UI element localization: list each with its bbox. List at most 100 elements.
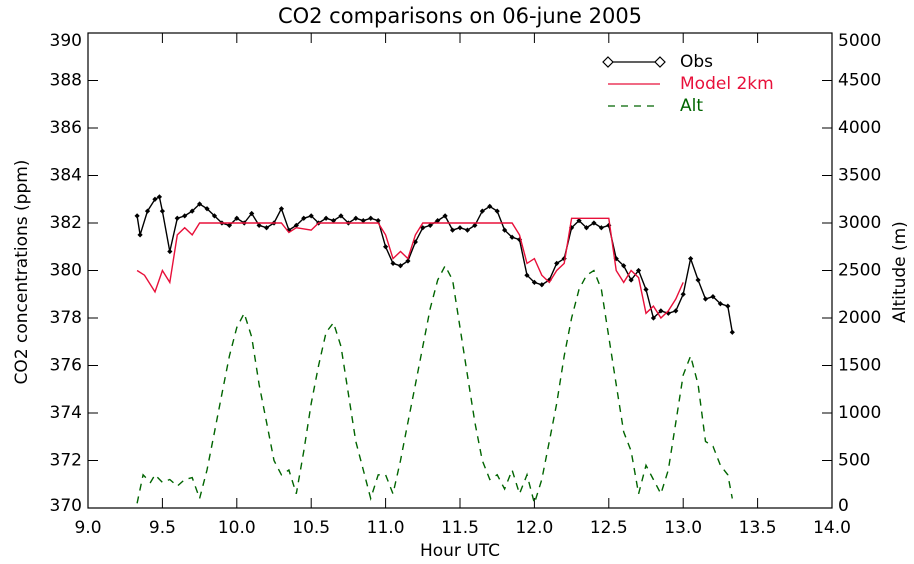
y-tick-label: 376 bbox=[50, 356, 82, 376]
data-point bbox=[226, 222, 232, 228]
x-tick-label: 13.0 bbox=[664, 518, 702, 538]
data-point bbox=[494, 208, 500, 214]
data-point bbox=[353, 215, 359, 221]
data-point bbox=[144, 208, 151, 214]
y2-tick-label: 4000 bbox=[838, 118, 881, 138]
data-point bbox=[383, 244, 389, 250]
data-point bbox=[330, 218, 337, 224]
y2-tick-label: 1500 bbox=[838, 356, 881, 376]
y2-tick-label: 500 bbox=[838, 451, 870, 471]
data-point bbox=[449, 227, 456, 233]
data-point bbox=[606, 222, 612, 228]
data-point bbox=[189, 208, 195, 214]
data-point bbox=[729, 329, 735, 335]
series-line bbox=[136, 217, 684, 320]
data-point bbox=[375, 218, 381, 224]
data-point bbox=[621, 263, 627, 269]
data-point bbox=[420, 225, 426, 231]
data-point bbox=[464, 227, 471, 233]
data-point bbox=[717, 301, 723, 307]
x-tick-label: 9.5 bbox=[149, 518, 176, 538]
data-point bbox=[234, 215, 240, 221]
data-point bbox=[643, 286, 649, 293]
data-point bbox=[680, 291, 686, 297]
y-tick-label: 374 bbox=[50, 403, 82, 423]
data-point bbox=[502, 227, 508, 233]
x-tick-label: 12.5 bbox=[590, 518, 628, 538]
y2-tick-label: 0 bbox=[838, 496, 849, 516]
data-point bbox=[256, 222, 262, 228]
data-point bbox=[576, 218, 582, 224]
plot-frame bbox=[87, 32, 833, 509]
data-point bbox=[509, 234, 515, 240]
data-point bbox=[249, 210, 255, 217]
x-axis-label: Hour UTC bbox=[420, 541, 500, 561]
data-point bbox=[531, 279, 537, 285]
data-point bbox=[323, 215, 329, 221]
data-point bbox=[390, 260, 396, 266]
data-point bbox=[368, 215, 374, 221]
y-axis-label: CO2 concentrations (ppm) bbox=[12, 160, 32, 385]
y-tick-label: 382 bbox=[50, 213, 82, 233]
y2-tick-label: 3500 bbox=[838, 166, 881, 186]
series-line bbox=[136, 195, 733, 333]
data-point bbox=[695, 277, 701, 283]
data-point bbox=[293, 222, 299, 228]
x-tick-label: 10.5 bbox=[292, 518, 330, 538]
data-point bbox=[156, 194, 163, 200]
data-point bbox=[174, 215, 180, 221]
y2-axis-label: Altitude (m) bbox=[890, 221, 910, 323]
y-tick-label: 388 bbox=[50, 71, 82, 91]
x-tick-label: 10.0 bbox=[218, 518, 256, 538]
data-point bbox=[591, 220, 597, 226]
data-point bbox=[554, 260, 560, 266]
legend-label: Model 2km bbox=[680, 74, 774, 94]
data-point bbox=[278, 206, 285, 212]
data-point bbox=[211, 213, 218, 219]
data-point bbox=[710, 294, 716, 300]
y2-tick-label: 5000 bbox=[838, 31, 881, 51]
data-point bbox=[442, 213, 448, 219]
chart-title: CO2 comparisons on 06-june 2005 bbox=[278, 4, 642, 28]
x-tick-label: 13.5 bbox=[739, 518, 777, 538]
data-point bbox=[204, 206, 210, 212]
data-point bbox=[405, 258, 411, 264]
data-point bbox=[197, 201, 203, 207]
data-point bbox=[725, 303, 731, 309]
data-point bbox=[301, 215, 307, 221]
data-point bbox=[561, 256, 567, 262]
data-point bbox=[665, 310, 671, 316]
data-point bbox=[598, 225, 604, 231]
y-tick-label: 370 bbox=[50, 496, 82, 516]
data-point bbox=[487, 203, 493, 209]
data-point bbox=[457, 225, 463, 231]
data-point bbox=[137, 232, 143, 238]
data-point bbox=[628, 277, 634, 283]
y-tick-label: 386 bbox=[50, 118, 82, 138]
data-point bbox=[134, 213, 140, 219]
data-point bbox=[397, 263, 404, 269]
data-point bbox=[308, 213, 314, 219]
data-point bbox=[583, 225, 590, 231]
y-tick-label: 380 bbox=[50, 261, 82, 281]
data-point bbox=[539, 282, 545, 288]
x-tick-label: 11.5 bbox=[441, 518, 479, 538]
y2-tick-label: 2500 bbox=[838, 261, 881, 281]
x-tick-label: 11.0 bbox=[367, 518, 405, 538]
y-tick-label: 390 bbox=[50, 31, 82, 51]
data-point bbox=[479, 208, 485, 214]
data-point bbox=[524, 272, 530, 278]
y-tick-label: 372 bbox=[50, 451, 82, 471]
legend-label: Alt bbox=[680, 96, 703, 116]
data-point bbox=[702, 296, 709, 302]
x-tick-label: 14.0 bbox=[813, 518, 851, 538]
y-tick-label: 384 bbox=[50, 166, 82, 186]
data-point bbox=[159, 208, 165, 214]
y2-tick-label: 3000 bbox=[838, 213, 881, 233]
data-point bbox=[338, 213, 344, 219]
data-point bbox=[658, 308, 664, 314]
data-point bbox=[688, 256, 694, 262]
series-line bbox=[136, 264, 733, 506]
